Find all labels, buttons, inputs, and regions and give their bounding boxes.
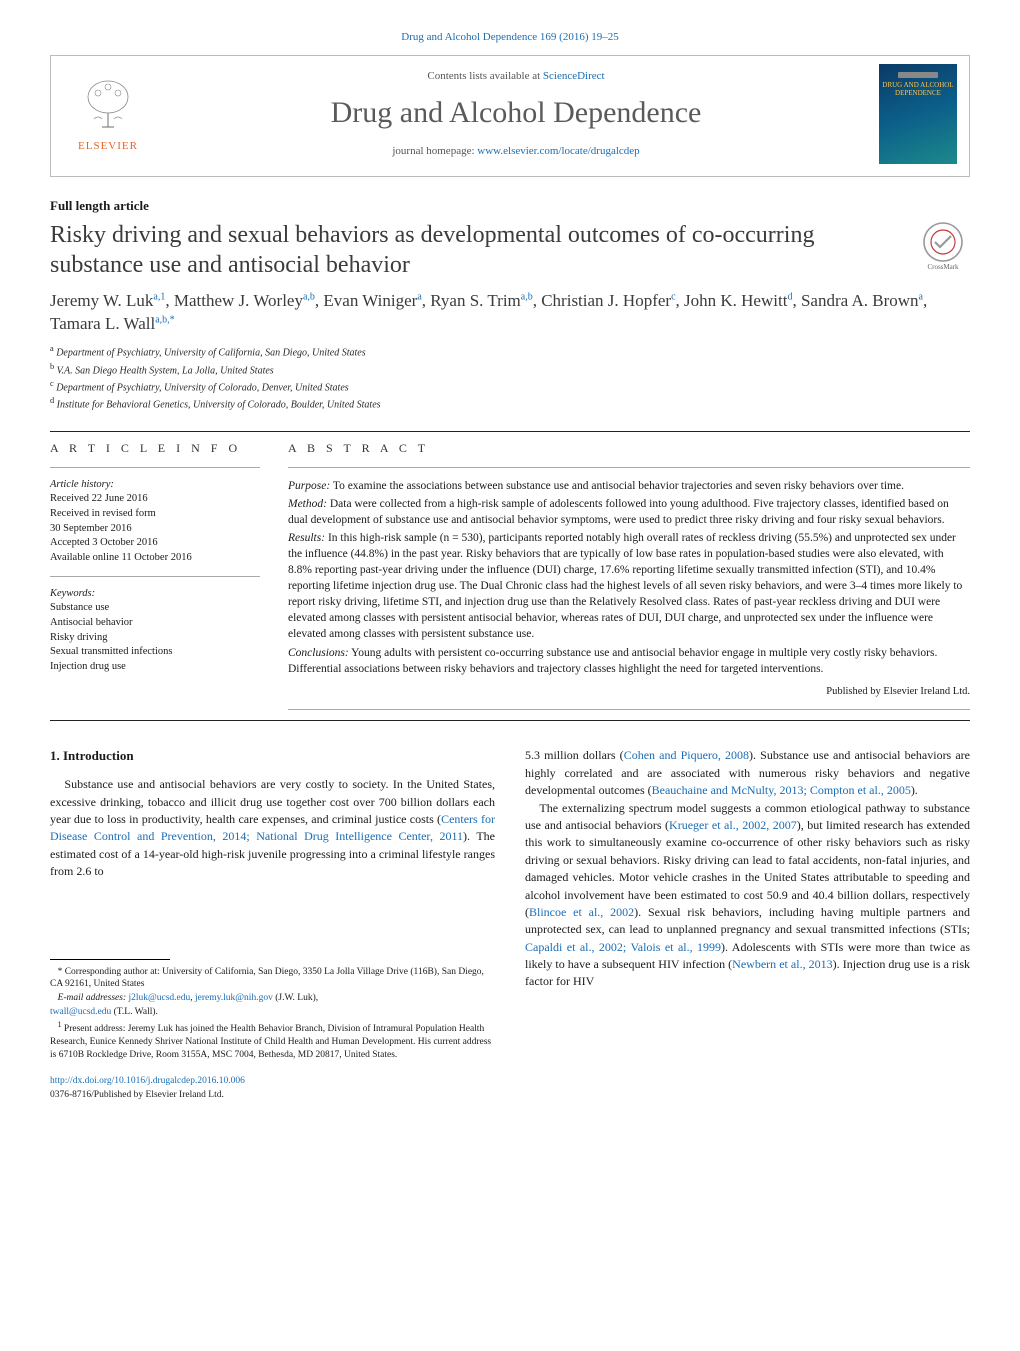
abstract-copyright: Published by Elsevier Ireland Ltd.: [288, 685, 970, 700]
issn-line: 0376-8716/Published by Elsevier Ireland …: [50, 1090, 224, 1100]
body-paragraph: 5.3 million dollars (Cohen and Piquero, …: [525, 747, 970, 799]
purpose-text: To examine the associations between subs…: [333, 480, 904, 492]
body-paragraph: Substance use and antisocial behaviors a…: [50, 776, 495, 880]
results-label: Results:: [288, 532, 325, 544]
footnotes: * Corresponding author at: University of…: [50, 966, 495, 1062]
history-line: Available online 11 October 2016: [50, 551, 260, 566]
footnote-sup: 1: [58, 1020, 62, 1029]
doi-link[interactable]: http://dx.doi.org/10.1016/j.drugalcdep.2…: [50, 1076, 245, 1086]
affiliation-line: d Institute for Behavioral Genetics, Uni…: [50, 395, 970, 412]
body-text: 5.3 million dollars (: [525, 748, 624, 762]
abstract-divider: [288, 709, 970, 710]
affiliations: a Department of Psychiatry, University o…: [50, 343, 970, 412]
keywords-block: Keywords: Substance useAntisocial behavi…: [50, 587, 260, 675]
cover-title: DRUG AND ALCOHOL DEPENDENCE: [879, 82, 957, 97]
masthead-center: Contents lists available at ScienceDirec…: [171, 69, 861, 160]
contents-line: Contents lists available at ScienceDirec…: [171, 69, 861, 84]
article-info-heading: A R T I C L E I N F O: [50, 440, 260, 457]
affiliation-line: b V.A. San Diego Health System, La Jolla…: [50, 361, 970, 378]
article-info-column: A R T I C L E I N F O Article history: R…: [50, 440, 260, 721]
citation-link[interactable]: Blincoe et al., 2002: [529, 905, 634, 919]
affiliation-line: c Department of Psychiatry, University o…: [50, 378, 970, 395]
paren: (T.L. Wall).: [111, 1007, 158, 1017]
info-divider: [50, 576, 260, 577]
crossmark-badge[interactable]: CrossMark: [916, 220, 970, 274]
homepage-line: journal homepage: www.elsevier.com/locat…: [171, 144, 861, 159]
keyword: Injection drug use: [50, 660, 260, 675]
citation-link[interactable]: Beauchaine and McNulty, 2013; Compton et…: [652, 783, 911, 797]
keyword: Sexual transmitted infections: [50, 645, 260, 660]
footnote-divider: [50, 959, 170, 960]
body-text: ).: [911, 783, 918, 797]
abstract-heading: A B S T R A C T: [288, 440, 970, 457]
divider: [50, 431, 970, 432]
issue-reference[interactable]: Drug and Alcohol Dependence 169 (2016) 1…: [50, 30, 970, 45]
citation-link[interactable]: Capaldi et al., 2002; Valois et al., 199…: [525, 940, 721, 954]
doi-block: http://dx.doi.org/10.1016/j.drugalcdep.2…: [50, 1075, 495, 1103]
abstract-column: A B S T R A C T Purpose: To examine the …: [288, 440, 970, 721]
method-label: Method:: [288, 498, 327, 510]
keyword: Substance use: [50, 601, 260, 616]
email-label: E-mail addresses:: [58, 993, 127, 1003]
keyword: Antisocial behavior: [50, 616, 260, 631]
elsevier-logo[interactable]: ELSEVIER: [63, 69, 153, 159]
body-text: ), but limited research has extended thi…: [525, 818, 970, 919]
citation-link[interactable]: Cohen and Piquero, 2008: [624, 748, 749, 762]
corr-star: *: [58, 967, 63, 977]
sciencedirect-link[interactable]: ScienceDirect: [543, 70, 605, 82]
history-line: Received 22 June 2016: [50, 492, 260, 507]
contents-prefix: Contents lists available at: [427, 70, 542, 82]
keyword: Risky driving: [50, 631, 260, 646]
email-link[interactable]: j2luk@ucsd.edu: [128, 993, 190, 1003]
history-line: Accepted 3 October 2016: [50, 536, 260, 551]
info-divider: [50, 467, 260, 468]
citation-link[interactable]: Newbern et al., 2013: [732, 957, 833, 971]
article-history: Article history: Received 22 June 2016Re…: [50, 478, 260, 566]
article-title: Risky driving and sexual behaviors as de…: [50, 220, 904, 280]
journal-cover-thumbnail[interactable]: DRUG AND ALCOHOL DEPENDENCE: [879, 64, 957, 164]
body-text: Substance use and antisocial behaviors a…: [50, 777, 495, 826]
purpose-label: Purpose:: [288, 480, 330, 492]
keywords-label: Keywords:: [50, 587, 260, 602]
body-paragraph: The externalizing spectrum model suggest…: [525, 800, 970, 991]
introduction-heading: 1. Introduction: [50, 747, 495, 766]
history-label: Article history:: [50, 479, 114, 490]
divider: [50, 720, 970, 721]
paren: (J.W. Luk),: [273, 993, 318, 1003]
affiliation-line: a Department of Psychiatry, University o…: [50, 343, 970, 360]
elsevier-tree-icon: [78, 75, 138, 137]
journal-name: Drug and Alcohol Dependence: [171, 92, 861, 134]
corresponding-author: Corresponding author at: University of C…: [50, 967, 484, 990]
article-type: Full length article: [50, 197, 970, 215]
history-line: 30 September 2016: [50, 522, 260, 537]
elsevier-label: ELSEVIER: [78, 139, 138, 154]
author-list: Jeremy W. Luka,1, Matthew J. Worleya,b, …: [50, 290, 970, 336]
citation-link[interactable]: Krueger et al., 2002, 2007: [669, 818, 797, 832]
crossmark-icon: [922, 221, 964, 263]
present-address: Present address: Jeremy Luk has joined t…: [50, 1024, 491, 1060]
email-link[interactable]: jeremy.luk@nih.gov: [195, 993, 273, 1003]
crossmark-label: CrossMark: [927, 263, 958, 273]
history-line: Received in revised form: [50, 507, 260, 522]
conclusions-text: Young adults with persistent co-occurrin…: [288, 647, 937, 675]
abstract-divider: [288, 467, 970, 468]
homepage-prefix: journal homepage:: [392, 145, 477, 157]
email-link[interactable]: twall@ucsd.edu: [50, 1007, 111, 1017]
abstract-body: Purpose: To examine the associations bet…: [288, 478, 970, 700]
article-body: 1. Introduction Substance use and antiso…: [50, 747, 970, 1103]
journal-homepage-link[interactable]: www.elsevier.com/locate/drugalcdep: [477, 145, 639, 157]
cover-bar-icon: [898, 72, 938, 78]
journal-masthead: ELSEVIER Contents lists available at Sci…: [50, 55, 970, 177]
results-text: In this high-risk sample (n = 530), part…: [288, 532, 962, 641]
method-text: Data were collected from a high-risk sam…: [288, 498, 949, 526]
conclusions-label: Conclusions:: [288, 647, 349, 659]
